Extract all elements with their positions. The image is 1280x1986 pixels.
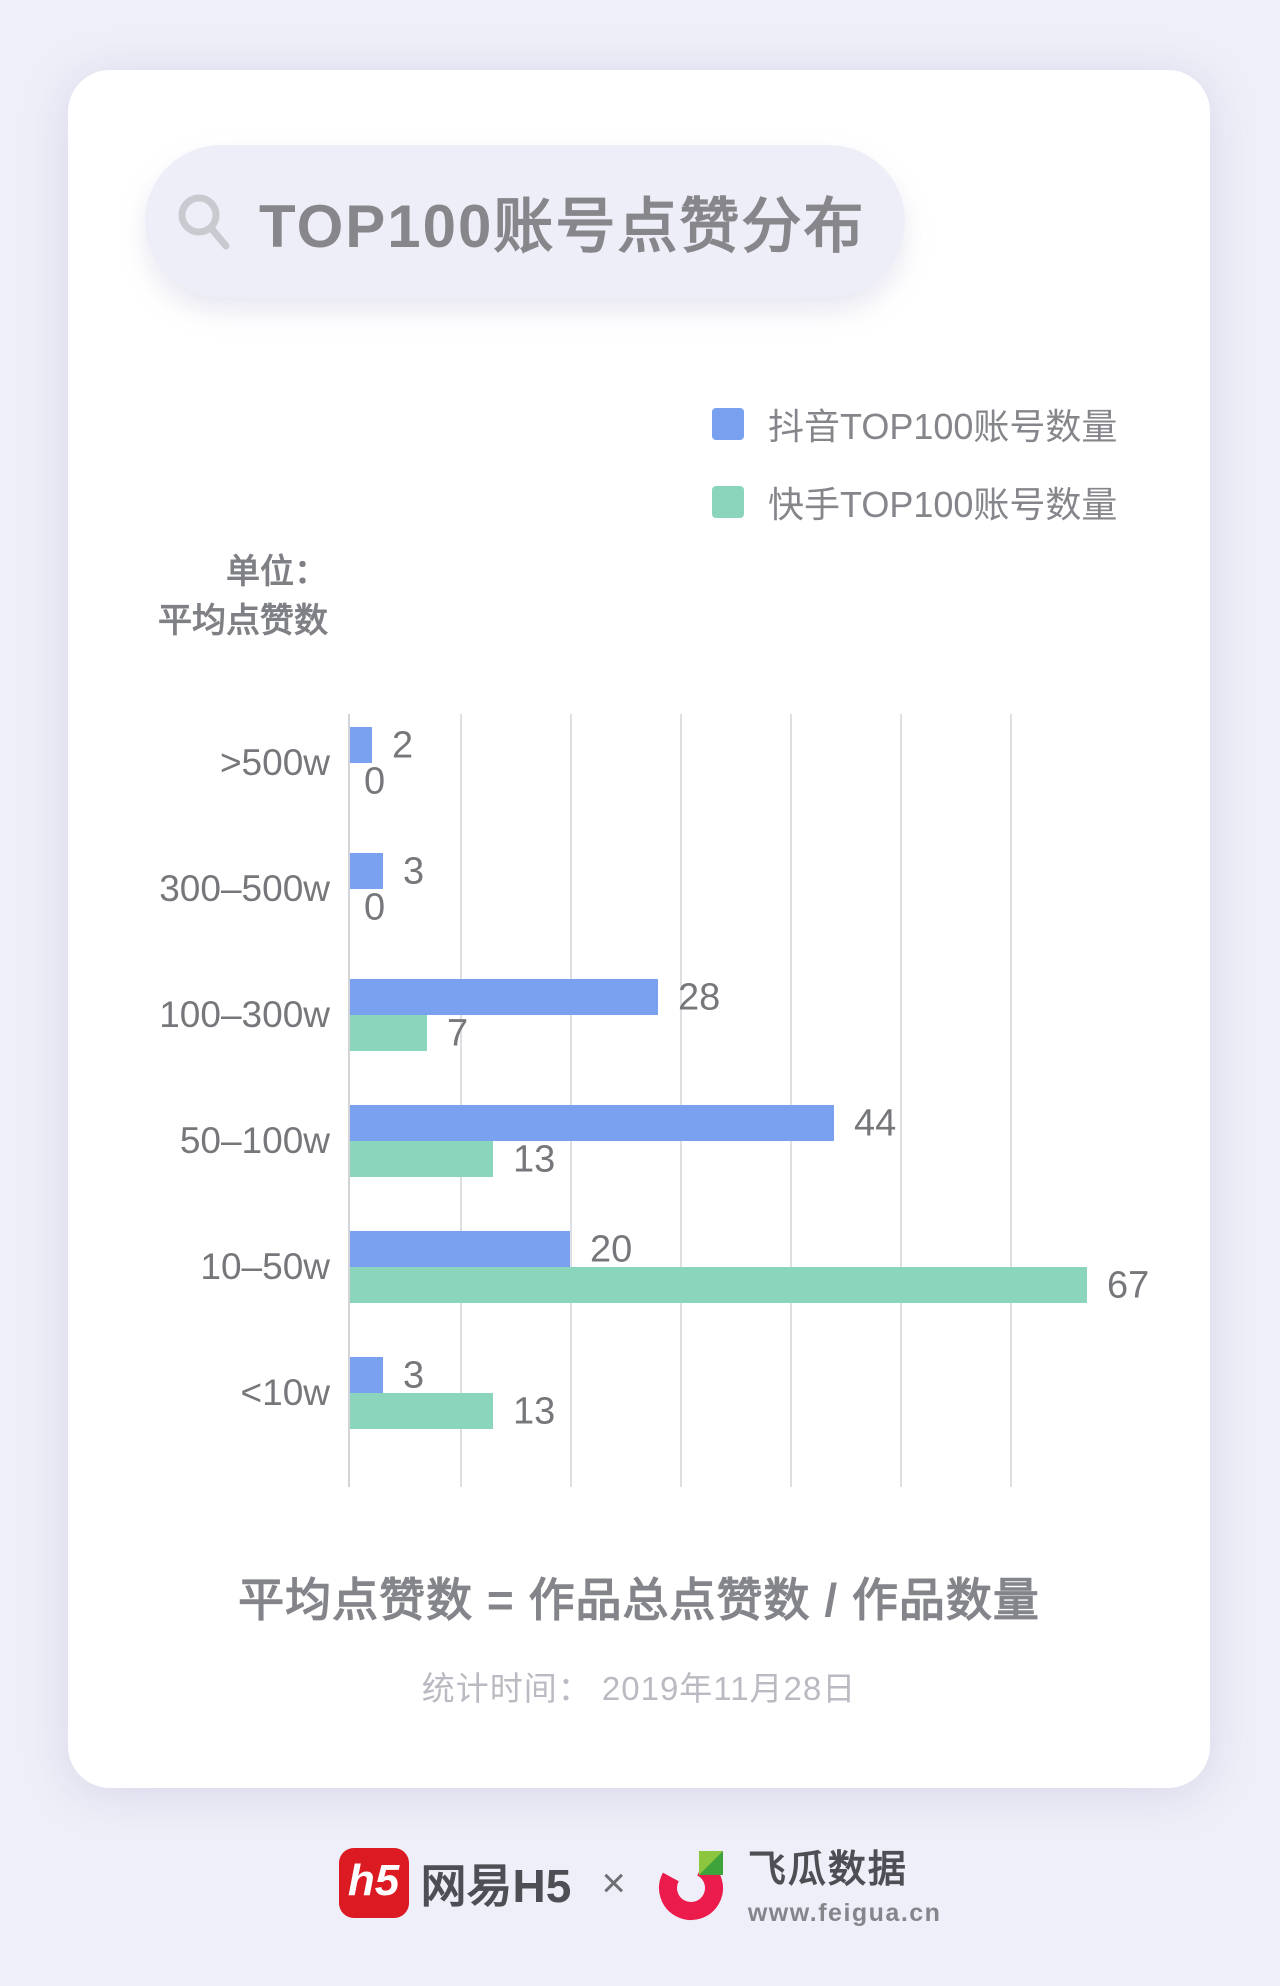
bar-douyin <box>350 853 383 889</box>
legend-item-douyin: 抖音TOP100账号数量 <box>712 398 1117 450</box>
gridline <box>790 714 792 1487</box>
douyin-legend-swatch <box>712 408 744 440</box>
content-card: TOP100账号点赞分布 抖音TOP100账号数量 快手TOP100账号数量 单… <box>68 70 1210 1788</box>
bar-douyin <box>350 1105 834 1141</box>
plot-area: >500w 2 0 300–500w 3 0 100–300w 28 7 50–100w 44 13 1… <box>159 714 1149 1487</box>
value-label: 67 <box>1107 1264 1150 1307</box>
bar-kuaishou <box>350 1393 493 1429</box>
search-icon <box>178 194 230 250</box>
page-title: TOP100账号点赞分布 <box>259 192 866 260</box>
value-label: 0 <box>364 760 386 803</box>
unit-label-line1: 单位： <box>226 553 328 591</box>
category-label: <10w <box>240 1372 330 1413</box>
unit-label: 单位： 平均点赞数 <box>138 548 328 646</box>
kuaishou-legend-label: 快手TOP100账号数量 <box>768 484 1118 525</box>
bar-douyin <box>350 1231 570 1267</box>
category-label: 300–500w <box>159 868 330 909</box>
netease-name: 网易H5 <box>420 1860 572 1912</box>
footer-logos: h5 网易H5 × 飞瓜数据 www.feigua.cn <box>0 1843 1280 1927</box>
legend-item-kuaishou: 快手TOP100账号数量 <box>712 476 1117 528</box>
value-label: 0 <box>364 886 386 929</box>
value-label: 44 <box>854 1102 897 1145</box>
category-label: 100–300w <box>159 994 330 1035</box>
category-label: 50–100w <box>179 1120 330 1161</box>
unit-label-line2: 平均点赞数 <box>158 602 328 640</box>
bar-kuaishou <box>350 1015 427 1051</box>
kuaishou-legend-swatch <box>712 486 744 518</box>
gridline <box>460 714 462 1487</box>
bar-kuaishou <box>350 1267 1087 1303</box>
value-label: 20 <box>590 1228 633 1271</box>
category-label: >500w <box>219 742 330 783</box>
value-label: 13 <box>513 1138 556 1181</box>
value-label: 3 <box>403 1354 425 1397</box>
value-label: 13 <box>513 1390 556 1433</box>
stats-time: 统计时间： 2019年11月28日 <box>421 1670 857 1707</box>
bar-douyin <box>350 979 658 1015</box>
feigua-logo <box>658 1851 723 1920</box>
value-label: 3 <box>403 850 425 893</box>
collab-x-icon: × <box>601 1859 626 1906</box>
bar-kuaishou <box>350 1141 493 1177</box>
feigua-name: 飞瓜数据 <box>747 1849 908 1891</box>
value-label: 7 <box>447 1012 469 1055</box>
value-label: 2 <box>392 724 414 767</box>
bar-douyin <box>350 1357 383 1393</box>
gridline <box>1010 714 1012 1487</box>
gridline <box>680 714 682 1487</box>
title-search-pill: TOP100账号点赞分布 <box>145 145 905 297</box>
value-label: 28 <box>678 976 721 1019</box>
bar-douyin <box>350 727 372 763</box>
formula-note: 平均点赞数 = 作品总点赞数 / 作品数量 <box>238 1574 1040 1626</box>
gridline <box>900 714 902 1487</box>
netease-h5-logo-text: h5 <box>347 1856 400 1905</box>
gridline <box>570 714 572 1487</box>
chart-legend: 抖音TOP100账号数量 快手TOP100账号数量 <box>712 398 1117 528</box>
feigua-text-block: 飞瓜数据 www.feigua.cn <box>748 1838 942 1928</box>
category-label: 10–50w <box>200 1246 330 1287</box>
douyin-legend-label: 抖音TOP100账号数量 <box>768 406 1118 447</box>
netease-h5-logo: h5 <box>338 1848 409 1918</box>
feigua-url: www.feigua.cn <box>747 1899 942 1927</box>
